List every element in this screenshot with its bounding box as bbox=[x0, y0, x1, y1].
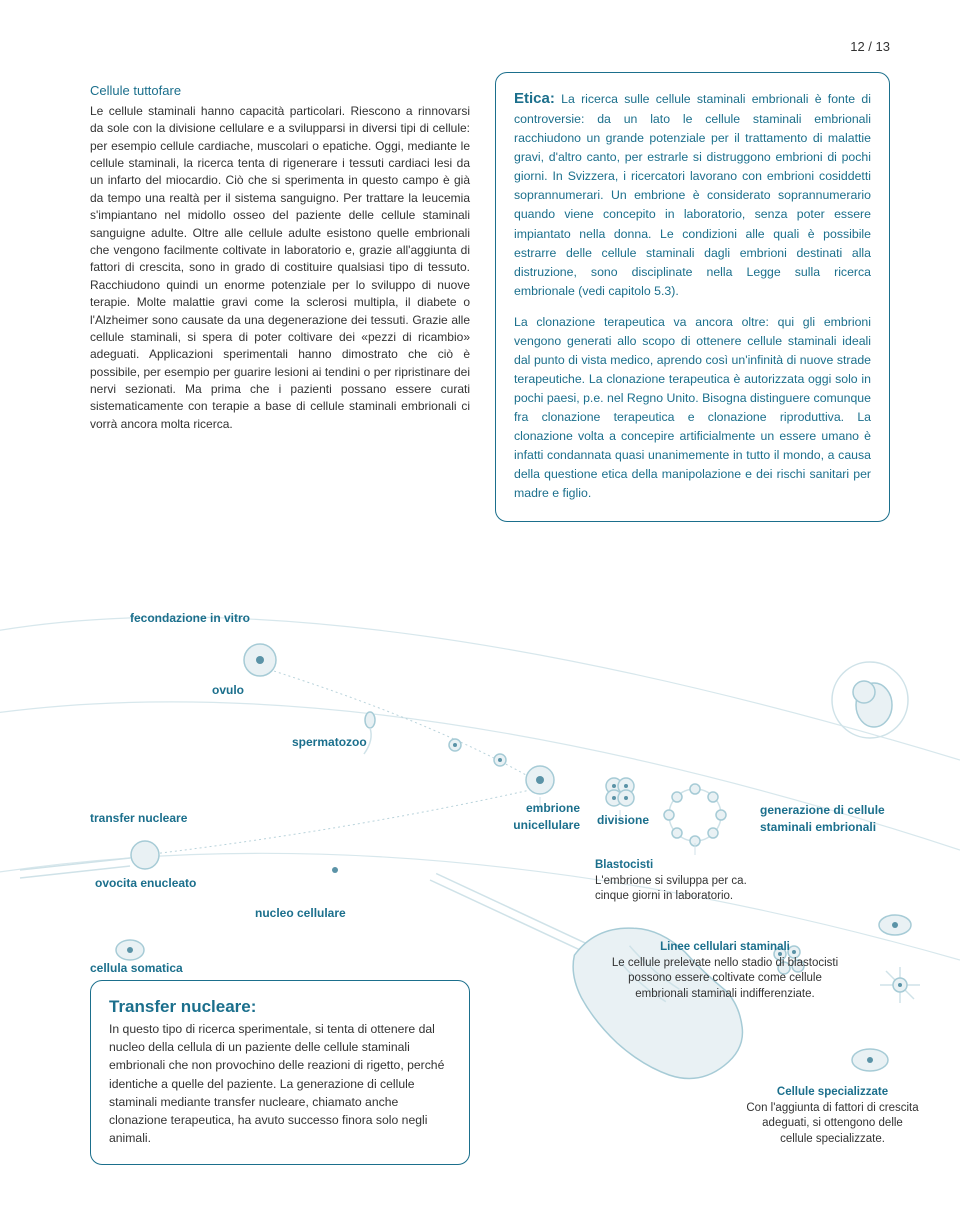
label-cellula-somatica: cellula somatica bbox=[90, 960, 183, 977]
transfer-nucleare-box: Transfer nucleare: In questo tipo di ric… bbox=[90, 980, 470, 1165]
label-divisione: divisione bbox=[597, 812, 649, 829]
etica-box: Etica: La ricerca sulle cellule staminal… bbox=[495, 72, 890, 522]
label-embrione-text: embrione unicellulare bbox=[513, 801, 580, 832]
page-number: 12 / 13 bbox=[850, 38, 890, 57]
label-generazione: generazione di cellule staminali embrion… bbox=[760, 802, 930, 837]
label-ovocita: ovocita enucleato bbox=[95, 875, 196, 892]
caption-blastocisti-body: L'embrione si sviluppa per ca. cinque gi… bbox=[595, 875, 747, 903]
transfer-body: In questo tipo di ricerca sperimentale, … bbox=[109, 1020, 451, 1148]
caption-blastocisti: Blastocisti L'embrione si sviluppa per c… bbox=[595, 858, 775, 905]
caption-specializzate: Cellule specializzate Con l'aggiunta di … bbox=[745, 1085, 920, 1147]
label-transfer-nucleare: transfer nucleare bbox=[90, 810, 187, 827]
left-body-text: Le cellule staminali hanno capacità part… bbox=[90, 103, 470, 433]
caption-linee-title: Linee cellulari staminali bbox=[610, 940, 840, 956]
label-ovulo: ovulo bbox=[212, 682, 244, 699]
etica-paragraph-1: Etica: La ricerca sulle cellule staminal… bbox=[514, 87, 871, 301]
label-spermatozoo: spermatozoo bbox=[292, 734, 367, 751]
etica-p1-body: La ricerca sulle cellule staminali embri… bbox=[514, 92, 871, 298]
caption-linee-body: Le cellule prelevate nello stadio di bla… bbox=[612, 957, 838, 1000]
etica-paragraph-2: La clonazione terapeutica va ancora oltr… bbox=[514, 313, 871, 503]
section-heading: Cellule tuttofare bbox=[90, 82, 470, 101]
label-nucleo-cellulare: nucleo cellulare bbox=[255, 905, 346, 922]
label-fecondazione: fecondazione in vitro bbox=[130, 610, 250, 627]
caption-spec-body: Con l'aggiunta di fattori di crescita ad… bbox=[746, 1102, 918, 1145]
caption-linee: Linee cellulari staminali Le cellule pre… bbox=[610, 940, 840, 1002]
caption-blastocisti-title: Blastocisti bbox=[595, 858, 775, 874]
caption-spec-title: Cellule specializzate bbox=[745, 1085, 920, 1101]
label-embrione: embrione unicellulare bbox=[500, 800, 580, 835]
left-column: Cellule tuttofare Le cellule staminali h… bbox=[90, 82, 470, 433]
etica-title: Etica: bbox=[514, 90, 555, 107]
transfer-title: Transfer nucleare: bbox=[109, 995, 451, 1020]
